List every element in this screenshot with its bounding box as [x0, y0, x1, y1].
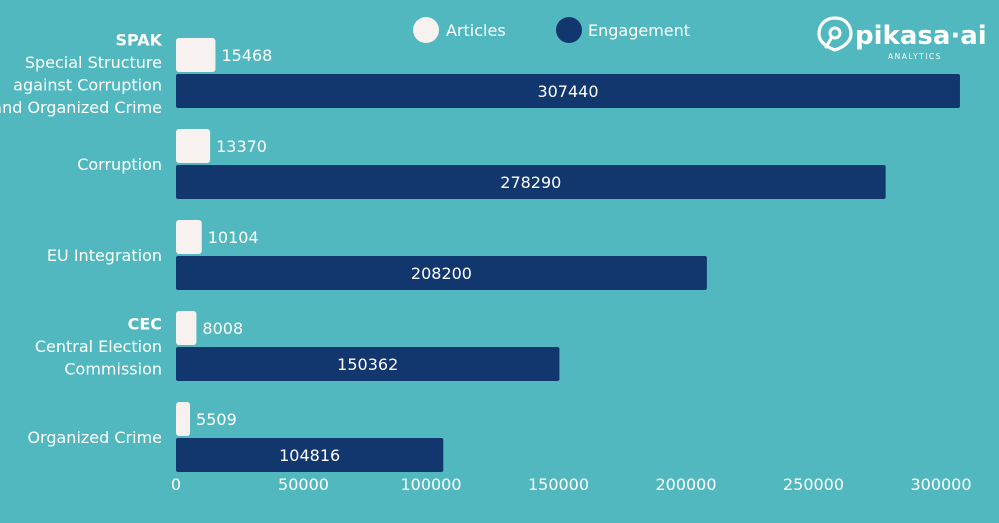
legend-label-engagement: Engagement: [588, 21, 690, 40]
category-label: and Organized Crime: [0, 98, 162, 117]
bar-engagement: [176, 74, 960, 108]
data-label-engagement: 208200: [411, 264, 472, 283]
brand-tagline: ANALYTICS: [888, 52, 942, 61]
brand-name: pikasa·ai: [855, 21, 987, 51]
data-label-articles: 13370: [216, 137, 267, 156]
bar-articles: [176, 129, 211, 163]
data-label-articles: 15468: [221, 46, 272, 65]
bar-engagement: [176, 347, 560, 381]
category-label: Commission: [64, 360, 162, 379]
bar-articles: [176, 402, 191, 436]
legend-swatch-engagement: [556, 17, 582, 43]
x-tick-label: 200000: [655, 475, 716, 494]
bar-engagement: [176, 438, 444, 472]
category-labels: SPAK Special Structure against Corruption a…: [0, 30, 163, 447]
bar-articles: [176, 220, 202, 254]
bar-engagement: [176, 256, 707, 290]
pin-icon: [817, 16, 853, 52]
legend-swatch-articles: [413, 17, 439, 43]
data-label-engagement: 150362: [337, 355, 398, 374]
data-label-articles: 10104: [208, 228, 259, 247]
legend-label-articles: Articles: [446, 21, 506, 40]
data-label-engagement: 307440: [537, 82, 598, 101]
x-tick-label: 300000: [910, 475, 971, 494]
x-tick-label: 0: [171, 475, 181, 494]
x-axis-ticks: 0 50000 100000 150000 200000 250000 300000: [171, 475, 972, 494]
data-label-articles: 5509: [196, 410, 237, 429]
data-label-engagement: 278290: [500, 173, 561, 192]
category-label-abbr: SPAK: [115, 30, 162, 49]
category-label: Central Election: [35, 337, 162, 356]
category-label: Special Structure: [25, 53, 162, 72]
x-tick-label: 150000: [528, 475, 589, 494]
x-tick-label: 50000: [278, 475, 329, 494]
legend: Articles Engagement: [413, 17, 690, 43]
bar-engagement: [176, 165, 886, 199]
x-tick-label: 250000: [783, 475, 844, 494]
bar-articles: [176, 311, 197, 345]
bar-articles: [176, 38, 216, 72]
data-label-articles: 8008: [202, 319, 243, 338]
data-label-engagement: 104816: [279, 446, 340, 465]
category-label: against Corruption: [13, 75, 162, 94]
category-label: Organized Crime: [27, 428, 162, 447]
category-label-abbr: CEC: [128, 315, 162, 334]
category-label: Corruption: [77, 155, 162, 174]
bars-group: 15468 307440 13370 278290 10104 208200 8008 150…: [176, 38, 960, 472]
category-label: EU Integration: [47, 246, 162, 265]
x-tick-label: 100000: [400, 475, 461, 494]
brand-logo: pikasa·ai ANALYTICS: [817, 16, 987, 61]
